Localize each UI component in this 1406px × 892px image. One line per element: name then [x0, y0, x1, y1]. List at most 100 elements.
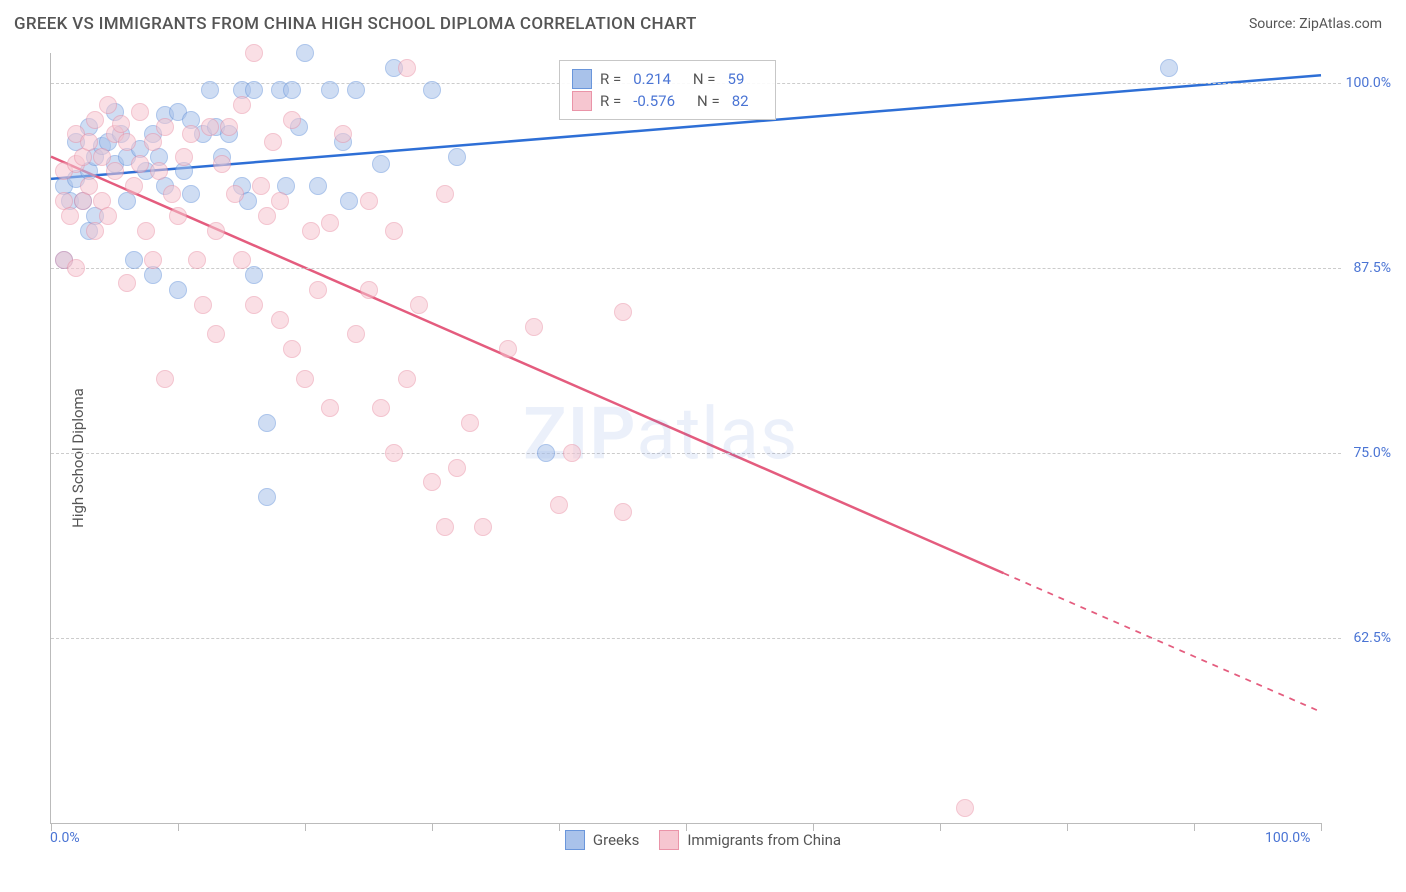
data-point	[207, 222, 225, 240]
data-point	[436, 518, 454, 536]
data-point	[423, 473, 441, 491]
data-point	[563, 444, 581, 462]
data-point	[144, 133, 162, 151]
data-point	[220, 118, 238, 136]
data-point	[86, 222, 104, 240]
data-point	[474, 518, 492, 536]
legend-r-value: 0.214	[633, 70, 671, 88]
data-point	[233, 251, 251, 269]
legend-swatch	[572, 91, 592, 111]
legend-stats-row: R =-0.576N =82	[572, 91, 763, 111]
data-point	[258, 207, 276, 225]
data-point	[106, 162, 124, 180]
data-point	[61, 207, 79, 225]
legend-stats: R =0.214N =59R =-0.576N =82	[559, 60, 776, 120]
chart-header: GREEK VS IMMIGRANTS FROM CHINA HIGH SCHO…	[0, 0, 1406, 38]
data-point	[1160, 59, 1178, 77]
data-point	[118, 133, 136, 151]
legend-item-label: Greeks	[593, 831, 639, 849]
data-point	[163, 185, 181, 203]
x-tick-label: 0.0%	[50, 830, 80, 846]
x-tick-label: 100.0%	[1265, 830, 1310, 846]
data-point	[360, 192, 378, 210]
trend-lines-svg	[51, 53, 1321, 823]
legend-n-label: N =	[693, 70, 716, 88]
legend-n-label: N =	[697, 92, 720, 110]
data-point	[144, 251, 162, 269]
data-point	[137, 222, 155, 240]
data-point	[169, 207, 187, 225]
legend-n-value: 59	[728, 70, 745, 88]
data-point	[182, 125, 200, 143]
data-point	[233, 96, 251, 114]
trend-line	[51, 157, 1004, 573]
legend-item: Greeks	[565, 830, 639, 850]
data-point	[194, 296, 212, 314]
data-point	[264, 133, 282, 151]
plot-wrap: High School Diploma 62.5%75.0%87.5%100.0…	[0, 38, 1406, 878]
data-point	[448, 148, 466, 166]
data-point	[67, 259, 85, 277]
plot-area: 62.5%75.0%87.5%100.0%ZIPatlasR =0.214N =…	[50, 53, 1321, 824]
legend-r-label: R =	[600, 92, 621, 110]
data-point	[321, 81, 339, 99]
data-point	[131, 103, 149, 121]
y-tick-label: 87.5%	[1353, 260, 1391, 276]
data-point	[302, 222, 320, 240]
data-point	[169, 281, 187, 299]
data-point	[80, 133, 98, 151]
data-point	[201, 118, 219, 136]
data-point	[423, 81, 441, 99]
data-point	[213, 155, 231, 173]
data-point	[118, 274, 136, 292]
data-point	[614, 503, 632, 521]
data-point	[258, 414, 276, 432]
data-point	[347, 325, 365, 343]
data-point	[347, 81, 365, 99]
data-point	[448, 459, 466, 477]
data-point	[550, 496, 568, 514]
data-point	[283, 340, 301, 358]
data-point	[252, 177, 270, 195]
data-point	[86, 111, 104, 129]
data-point	[499, 340, 517, 358]
data-point	[226, 185, 244, 203]
data-point	[245, 266, 263, 284]
data-point	[296, 44, 314, 62]
data-point	[410, 296, 428, 314]
data-point	[201, 81, 219, 99]
data-point	[436, 185, 454, 203]
chart-title: GREEK VS IMMIGRANTS FROM CHINA HIGH SCHO…	[14, 14, 697, 34]
data-point	[385, 444, 403, 462]
data-point	[245, 81, 263, 99]
data-point	[182, 185, 200, 203]
data-point	[525, 318, 543, 336]
data-point	[309, 177, 327, 195]
legend-swatch	[572, 69, 592, 89]
data-point	[156, 370, 174, 388]
data-point	[258, 488, 276, 506]
y-tick-label: 100.0%	[1346, 75, 1391, 91]
data-point	[99, 96, 117, 114]
data-point	[125, 177, 143, 195]
data-point	[271, 311, 289, 329]
data-point	[385, 222, 403, 240]
data-point	[614, 303, 632, 321]
legend-item-label: Immigrants from China	[687, 831, 841, 849]
trend-line-extrapolated	[1004, 573, 1322, 712]
data-point	[283, 81, 301, 99]
gridline	[51, 453, 1341, 454]
data-point	[99, 207, 117, 225]
data-point	[340, 192, 358, 210]
data-point	[207, 325, 225, 343]
y-tick-label: 75.0%	[1353, 445, 1391, 461]
gridline	[51, 638, 1341, 639]
legend-n-value: 82	[732, 92, 749, 110]
data-point	[80, 177, 98, 195]
legend-bottom: Greeks Immigrants from China	[0, 830, 1406, 854]
data-point	[156, 118, 174, 136]
data-point	[360, 281, 378, 299]
data-point	[296, 370, 314, 388]
legend-swatch	[565, 830, 585, 850]
data-point	[93, 148, 111, 166]
